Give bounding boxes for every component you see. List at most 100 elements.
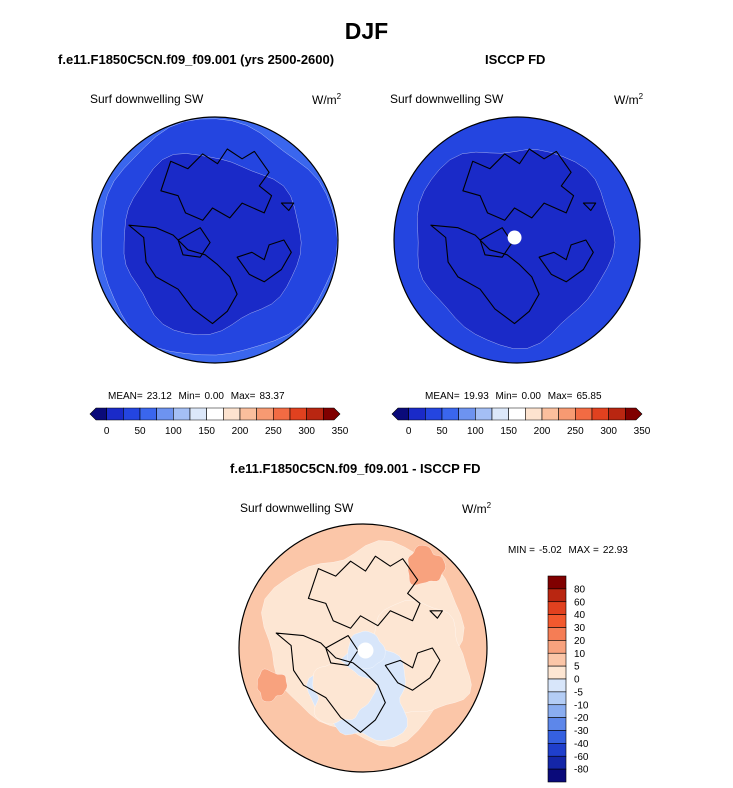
region-10-20-west (257, 668, 288, 702)
panel3-colorbar: 80 60 40 30 20 10 5 0-5 -10 -20 -30 -40 -60 -80 (547, 575, 589, 783)
colorbar-box-125 (475, 407, 493, 421)
colorbar-box-125 (173, 407, 191, 421)
panel3-units: W/m2 (462, 501, 492, 516)
panel3-stats: MIN = -5.02 MAX = 22.93 (508, 545, 632, 556)
colorbar3-tick--40: -40 (574, 739, 589, 750)
panel1-mean-label: MEAN= (108, 391, 143, 402)
colorbar-tick-150: 150 (500, 426, 517, 437)
colorbar-box-100 (156, 407, 174, 421)
map-border (393, 116, 641, 364)
panel2-colorbar: 0 50 100 150 200 250 300 350 (391, 407, 651, 437)
panel2-units: W/m2 (614, 92, 644, 107)
colorbar-box-75 (139, 407, 157, 421)
colorbar3-box-1 (547, 588, 567, 603)
panel1-polar-map (91, 116, 339, 364)
panel2-max-value: 65.85 (576, 391, 602, 402)
missing-pole-marker (507, 230, 522, 245)
panel1-title: f.e11.F1850C5CN.f09_f09.001 (yrs 2500-26… (58, 52, 335, 67)
colorbar-box-150 (189, 407, 207, 421)
coastline-4 (236, 239, 292, 283)
coastline-1 (462, 148, 575, 221)
colorbar-tick-100: 100 (467, 426, 484, 437)
panel3-max-value: 22.93 (602, 545, 628, 556)
colorbar-box-325 (608, 407, 626, 421)
colorbar3-tick-20: 20 (574, 636, 586, 647)
colorbar3-box-4 (547, 627, 567, 641)
coastline-2 (430, 224, 540, 325)
colorbar-box-200 (223, 407, 241, 421)
colorbar3-box-5 (547, 640, 567, 654)
colorbar-box-350 (625, 407, 643, 421)
colorbar-box-250 (558, 407, 576, 421)
panel1-colorbar: 0 50 100 150 200 250 300 350 (89, 407, 349, 437)
colorbar3-box-15 (547, 768, 567, 783)
colorbar-tick-0: 0 (406, 426, 412, 437)
colorbar-box-0 (391, 407, 409, 421)
colorbar-tick-350: 350 (634, 426, 651, 437)
colorbar-box-225 (541, 407, 559, 421)
panel1-units: W/m2 (312, 92, 342, 107)
panel1-max-value: 83.37 (259, 391, 285, 402)
colorbar3-box-0 (547, 575, 567, 590)
coastline-3 (325, 635, 359, 666)
colorbar3-tick--5: -5 (574, 687, 583, 698)
colorbar3-tick--60: -60 (574, 752, 589, 763)
colorbar-tick-200: 200 (232, 426, 249, 437)
coastline-1 (307, 555, 421, 629)
colorbar-box-150 (491, 407, 509, 421)
colorbar3-tick--80: -80 (574, 765, 589, 776)
region-0-25 (123, 153, 302, 335)
colorbar3-tick-5: 5 (574, 662, 580, 673)
colorbar-box-25 (106, 407, 124, 421)
colorbar-tick-150: 150 (198, 426, 215, 437)
colorbar-box-250 (256, 407, 274, 421)
panel2-mean-label: MEAN= (425, 391, 460, 402)
colorbar-tick-50: 50 (436, 426, 448, 437)
coastlines (430, 148, 597, 325)
colorbar-box-100 (458, 407, 476, 421)
colorbar-tick-350: 350 (332, 426, 349, 437)
colorbar-box-200 (525, 407, 543, 421)
panel3-polar-map (238, 523, 488, 773)
panel2-polar-map (393, 116, 641, 364)
coastline-3 (479, 227, 513, 258)
panel1-stats: MEAN= 23.12 Min= 0.00 Max= 83.37 (108, 391, 289, 402)
panel1-mean-value: 23.12 (146, 391, 172, 402)
map-border (91, 116, 339, 364)
colorbar3-box-2 (547, 601, 567, 615)
coastline-4 (384, 647, 441, 691)
coastline-5 (280, 202, 295, 212)
panel2-mean-value: 19.93 (463, 391, 489, 402)
colorbar3-box-7 (547, 665, 567, 680)
figure-title: DJF (344, 18, 389, 44)
colorbar-tick-250: 250 (265, 426, 282, 437)
coastline-4 (538, 239, 594, 283)
colorbar-tick-50: 50 (134, 426, 146, 437)
colorbar3-tick--30: -30 (574, 726, 589, 737)
panel3-max-label: MAX = (568, 545, 599, 556)
colorbar3-tick--10: -10 (574, 700, 589, 711)
colorbar3-tick-80: 80 (574, 584, 586, 595)
colorbar-box-325 (306, 407, 324, 421)
map-border (238, 523, 488, 773)
colorbar3-tick-30: 30 (574, 623, 586, 634)
panel1-variable-label: Surf downwelling SW (90, 92, 204, 106)
colorbar3-tick-60: 60 (574, 597, 586, 608)
colorbar-box-175 (508, 407, 526, 421)
colorbar-box-175 (206, 407, 224, 421)
colorbar3-box-8 (547, 678, 567, 693)
colorbar3-box-13 (547, 743, 567, 757)
missing-pole-marker (357, 642, 374, 659)
coastline-5 (429, 610, 443, 619)
colorbar-box-300 (591, 407, 609, 421)
panel3-min-value: -5.02 (538, 545, 562, 556)
panel3-min-label: MIN = (508, 545, 535, 556)
map-fill (92, 117, 338, 363)
coastlines (128, 148, 295, 325)
region-0-25 (417, 149, 616, 349)
panel2-variable-label: Surf downwelling SW (390, 92, 504, 106)
coastline-2 (128, 224, 238, 325)
panel1-max-label: Max= (230, 391, 256, 402)
colorbar-tick-300: 300 (600, 426, 617, 437)
colorbar-box-350 (323, 407, 341, 421)
